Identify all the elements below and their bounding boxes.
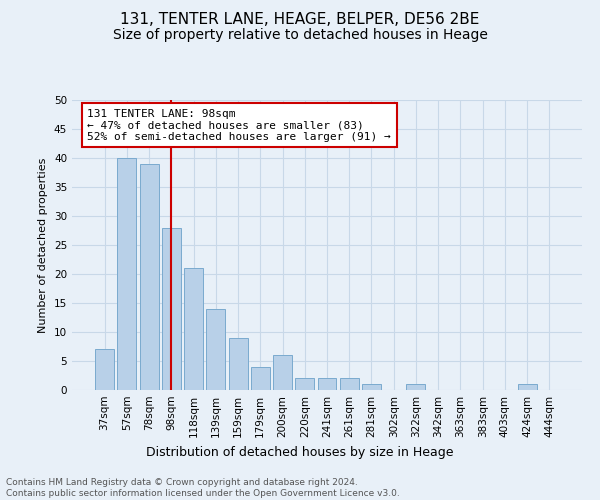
Text: 131, TENTER LANE, HEAGE, BELPER, DE56 2BE: 131, TENTER LANE, HEAGE, BELPER, DE56 2B… xyxy=(121,12,479,28)
Bar xyxy=(273,355,292,390)
Bar xyxy=(184,268,203,390)
Bar xyxy=(162,228,181,390)
Bar xyxy=(229,338,248,390)
Bar xyxy=(140,164,158,390)
Bar xyxy=(95,350,114,390)
Bar xyxy=(251,367,270,390)
Bar xyxy=(362,384,381,390)
Bar xyxy=(206,309,225,390)
Bar xyxy=(518,384,536,390)
Y-axis label: Number of detached properties: Number of detached properties xyxy=(38,158,49,332)
Text: Contains HM Land Registry data © Crown copyright and database right 2024.
Contai: Contains HM Land Registry data © Crown c… xyxy=(6,478,400,498)
Bar xyxy=(406,384,425,390)
Text: Distribution of detached houses by size in Heage: Distribution of detached houses by size … xyxy=(146,446,454,459)
Bar xyxy=(317,378,337,390)
Bar xyxy=(340,378,359,390)
Bar xyxy=(295,378,314,390)
Bar xyxy=(118,158,136,390)
Text: Size of property relative to detached houses in Heage: Size of property relative to detached ho… xyxy=(113,28,487,42)
Text: 131 TENTER LANE: 98sqm
← 47% of detached houses are smaller (83)
52% of semi-det: 131 TENTER LANE: 98sqm ← 47% of detached… xyxy=(88,108,391,142)
